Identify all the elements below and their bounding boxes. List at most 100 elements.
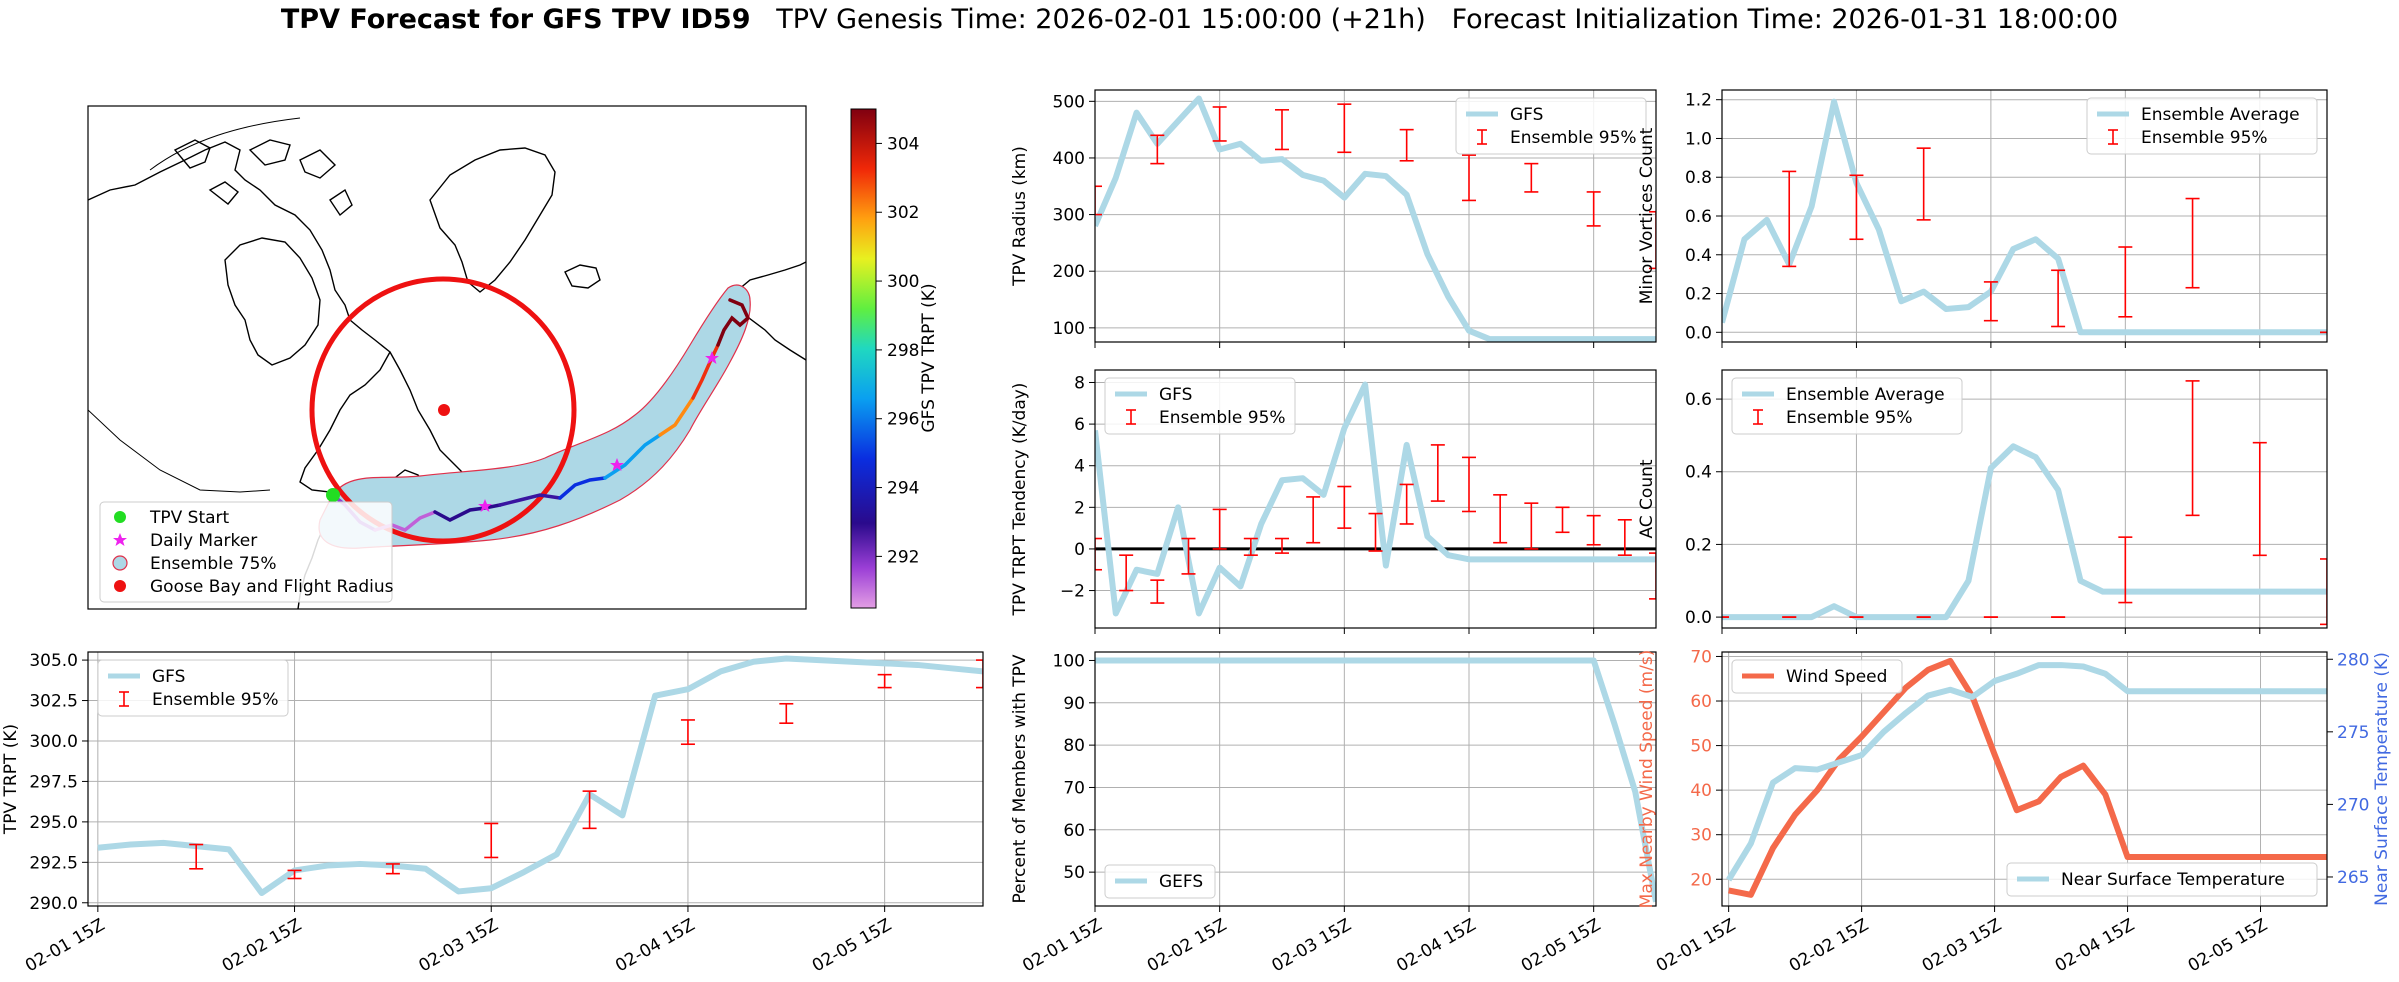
track-map: TPV Start Daily Marker Ensemble 75% Goos… [87,105,807,610]
minor-ylabel: Minor Vortices Count [1637,127,1657,304]
error-bar [1462,456,1476,513]
error-bar [1983,281,1998,322]
daily-marker [705,351,719,364]
wind-ylabel-right: Near Surface Temperature (K) [2372,652,2392,906]
y-tick-label: 0.4 [1685,463,1712,483]
tpv-start-marker [326,488,340,502]
y-tick-label: 300 [1053,206,1085,226]
error-bar [287,869,302,880]
y-tick-label: 302.5 [29,692,78,712]
daily-marker [478,499,492,512]
y-tick-label: 50 [1063,863,1085,883]
ac-legend: Ensemble Average Ensemble 95% [1731,377,1963,435]
y-tick-label: 290.0 [29,894,78,914]
error-bar [1617,519,1632,556]
map-greenland [429,147,556,293]
trpt-panel: 02-01 15Z 02-02 15Z 02-03 15Z 02-04 15Z 02-0… [1,651,984,976]
goose-bay-marker [438,404,450,416]
legend-label: Ensemble 95% [1786,408,1913,428]
legend-label: GFS [152,667,185,687]
ac-ylabel: AC Count [1637,459,1657,538]
series-line-gfs [1095,95,1656,342]
y-tick-label: 0.4 [1685,246,1712,266]
error-bar [189,843,204,870]
flight-radius-circle [309,276,577,544]
y-tick-label: 305.0 [29,651,78,671]
error-bar [1462,154,1476,202]
error-bar [1243,537,1258,556]
error-bar [2051,269,2066,328]
legend-label: Wind Speed [1786,667,1887,687]
minor-legend: Ensemble Average Ensemble 95% [2086,97,2318,155]
legend-frame [1731,659,1903,694]
legend-frame [1455,97,1647,155]
map-iceland [564,264,601,289]
daily-markers [478,351,719,512]
trpt-legend: GFS Ensemble 95% [97,659,289,717]
figure-title-bold: TPV Forecast for GFS TPV ID59 [280,4,751,35]
plot-area [1095,652,1656,906]
wind-legend: Wind Speed [1731,659,1903,694]
y-tick-label-right: 280 [2337,650,2369,670]
colorbar-tick-label: 292 [887,547,919,567]
y-tick-label: 4 [1074,457,1085,477]
y-tick-label: −2 [1060,582,1085,602]
legend-frame [2086,97,2318,155]
error-bar [582,790,597,830]
error-bar [779,702,794,724]
axes-frame [1721,89,2328,343]
legend-frame [1104,864,1216,899]
legend-label: Ensemble 95% [152,690,279,710]
series-line-near-surface-temperature [1726,662,2327,882]
y-tick-label: 0.0 [1685,323,1712,343]
y-tick-label-right: 275 [2337,723,2369,743]
tendency-marks [1095,381,1656,617]
y-tick-label: 295.0 [29,813,78,833]
ac-marks [1722,380,2327,626]
legend-label: Ensemble Average [1786,385,1945,405]
colorbar-tick-label: 302 [887,203,919,223]
axes-frame [1721,651,2328,907]
init-time: Forecast Initialization Time: 2026-01-31… [1451,4,2119,35]
map-legend: TPV Start Daily Marker Ensemble 75% Goos… [99,501,394,603]
legend-label: GEFS [1159,872,1203,892]
x-tick-label: 02-02 15Z [219,915,305,976]
x-tick-label: 02-01 15Z [1019,915,1105,976]
y-tick-label: 100 [1053,651,1085,671]
wind-ylabel: Max Nearby Wind Speed (m/s) [1637,650,1657,909]
legend-label: Ensemble 95% [2141,128,2268,148]
members-panel: 02-01 15Z 02-02 15Z 02-03 15Z 02-04 15Z 02-0… [1010,651,1657,976]
y-tick-label-right: 270 [2337,795,2369,815]
y-tick-label: 297.5 [29,772,78,792]
legend-label: Ensemble 95% [1510,128,1637,148]
error-bar [1916,147,1931,221]
radius-ylabel: TPV Radius (km) [1010,146,1030,287]
colorbar-tick-label: 298 [887,341,919,361]
y-tick-label: 50 [1690,737,1712,757]
x-tick-label: 02-01 15Z [1653,915,1739,976]
error-bar [385,863,400,875]
y-tick-label: 1.0 [1685,129,1712,149]
map-legend-label: TPV Start [149,508,230,528]
genesis-time: TPV Genesis Time: 2026-02-01 15:00:00 (+… [776,4,1426,35]
legend-frame [2006,862,2318,897]
error-bar [1399,483,1414,525]
y-tick-label: 292.5 [29,853,78,873]
y-tick-label: 0.8 [1685,168,1712,188]
error-bar [1095,185,1102,216]
error-bar [1212,508,1227,550]
error-bar [1524,502,1539,550]
series-line-wind-speed [1728,657,2327,898]
error-bar [877,673,892,689]
y-tick-label: 0.0 [1685,608,1712,628]
error-bar [1181,537,1196,575]
x-tick-label: 02-04 15Z [2052,915,2138,976]
error-bar [1275,109,1289,151]
y-tick-label: 90 [1063,694,1085,714]
axes-frame [87,651,984,907]
error-bar [1430,444,1445,502]
tendency-panel: −2 0 2 4 6 8 TPV TRPT Tendency (K/day) GFS Ensem… [1010,369,1657,634]
map-border-frame [87,105,807,610]
